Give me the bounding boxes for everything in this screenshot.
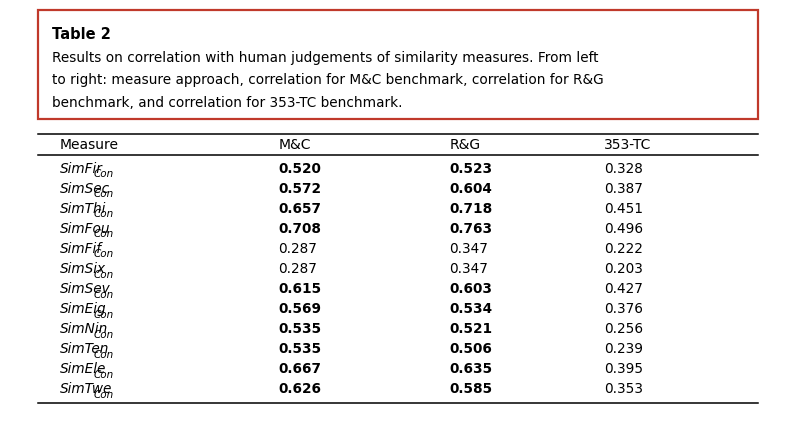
Text: 0.287: 0.287 — [278, 242, 317, 255]
Text: 0.520: 0.520 — [278, 161, 321, 175]
Text: 0.626: 0.626 — [278, 382, 321, 395]
Text: 0.569: 0.569 — [278, 302, 321, 315]
Text: Con: Con — [94, 389, 114, 399]
Text: 0.376: 0.376 — [604, 302, 643, 315]
Text: 0.347: 0.347 — [449, 262, 488, 275]
Text: M&C: M&C — [278, 138, 311, 152]
Text: 0.572: 0.572 — [278, 181, 321, 195]
Text: R&G: R&G — [449, 138, 480, 152]
Text: Con: Con — [94, 189, 114, 199]
Text: SimEig: SimEig — [60, 302, 107, 315]
Text: 0.347: 0.347 — [449, 242, 488, 255]
Text: 0.451: 0.451 — [604, 201, 643, 215]
Text: 0.635: 0.635 — [449, 362, 492, 375]
Text: SimEle: SimEle — [60, 362, 106, 375]
Text: 0.585: 0.585 — [449, 382, 492, 395]
Text: 0.427: 0.427 — [604, 282, 643, 295]
Text: Con: Con — [94, 309, 114, 319]
Text: SimNin: SimNin — [60, 322, 108, 335]
Text: SimTen: SimTen — [60, 342, 109, 355]
Text: SimSec: SimSec — [60, 181, 110, 195]
Text: SimFir: SimFir — [60, 161, 103, 175]
Text: 0.239: 0.239 — [604, 342, 643, 355]
Text: 0.603: 0.603 — [449, 282, 492, 295]
Text: 0.521: 0.521 — [449, 322, 492, 335]
Text: 0.667: 0.667 — [278, 362, 321, 375]
Text: 0.387: 0.387 — [604, 181, 643, 195]
Text: SimSev: SimSev — [60, 282, 111, 295]
Text: 0.506: 0.506 — [449, 342, 492, 355]
Text: 0.534: 0.534 — [449, 302, 492, 315]
Text: Con: Con — [94, 349, 114, 359]
Text: 0.523: 0.523 — [449, 161, 492, 175]
Text: 0.604: 0.604 — [449, 181, 492, 195]
Text: SimTwe: SimTwe — [60, 382, 112, 395]
Text: benchmark, and correlation for 353-TC benchmark.: benchmark, and correlation for 353-TC be… — [52, 95, 403, 109]
Text: 0.657: 0.657 — [278, 201, 321, 215]
Text: 0.256: 0.256 — [604, 322, 643, 335]
Text: Con: Con — [94, 329, 114, 339]
Text: Table 2: Table 2 — [52, 27, 111, 42]
Text: SimFif: SimFif — [60, 242, 102, 255]
Text: 0.708: 0.708 — [278, 222, 321, 235]
Text: 0.763: 0.763 — [449, 222, 492, 235]
Text: 0.718: 0.718 — [449, 201, 492, 215]
Text: Measure: Measure — [60, 138, 118, 152]
Text: SimSix: SimSix — [60, 262, 106, 275]
Text: 0.615: 0.615 — [278, 282, 321, 295]
Text: 0.328: 0.328 — [604, 161, 643, 175]
Text: SimThi: SimThi — [60, 201, 106, 215]
Text: 0.535: 0.535 — [278, 342, 321, 355]
Text: SimFou: SimFou — [60, 222, 111, 235]
Text: 0.203: 0.203 — [604, 262, 643, 275]
Text: 0.535: 0.535 — [278, 322, 321, 335]
Text: Con: Con — [94, 169, 114, 179]
Text: Con: Con — [94, 289, 114, 299]
Text: 0.222: 0.222 — [604, 242, 643, 255]
Text: Con: Con — [94, 229, 114, 239]
Text: 0.353: 0.353 — [604, 382, 643, 395]
Text: 0.287: 0.287 — [278, 262, 317, 275]
Text: Results on correlation with human judgements of similarity measures. From left: Results on correlation with human judgem… — [52, 51, 599, 65]
Text: Con: Con — [94, 209, 114, 219]
Text: Con: Con — [94, 249, 114, 259]
Text: 0.496: 0.496 — [604, 222, 643, 235]
Text: to right: measure approach, correlation for M&C benchmark, correlation for R&G: to right: measure approach, correlation … — [52, 73, 604, 87]
Text: 353-TC: 353-TC — [604, 138, 652, 152]
Text: Con: Con — [94, 269, 114, 279]
Text: Con: Con — [94, 369, 114, 379]
Text: 0.395: 0.395 — [604, 362, 643, 375]
